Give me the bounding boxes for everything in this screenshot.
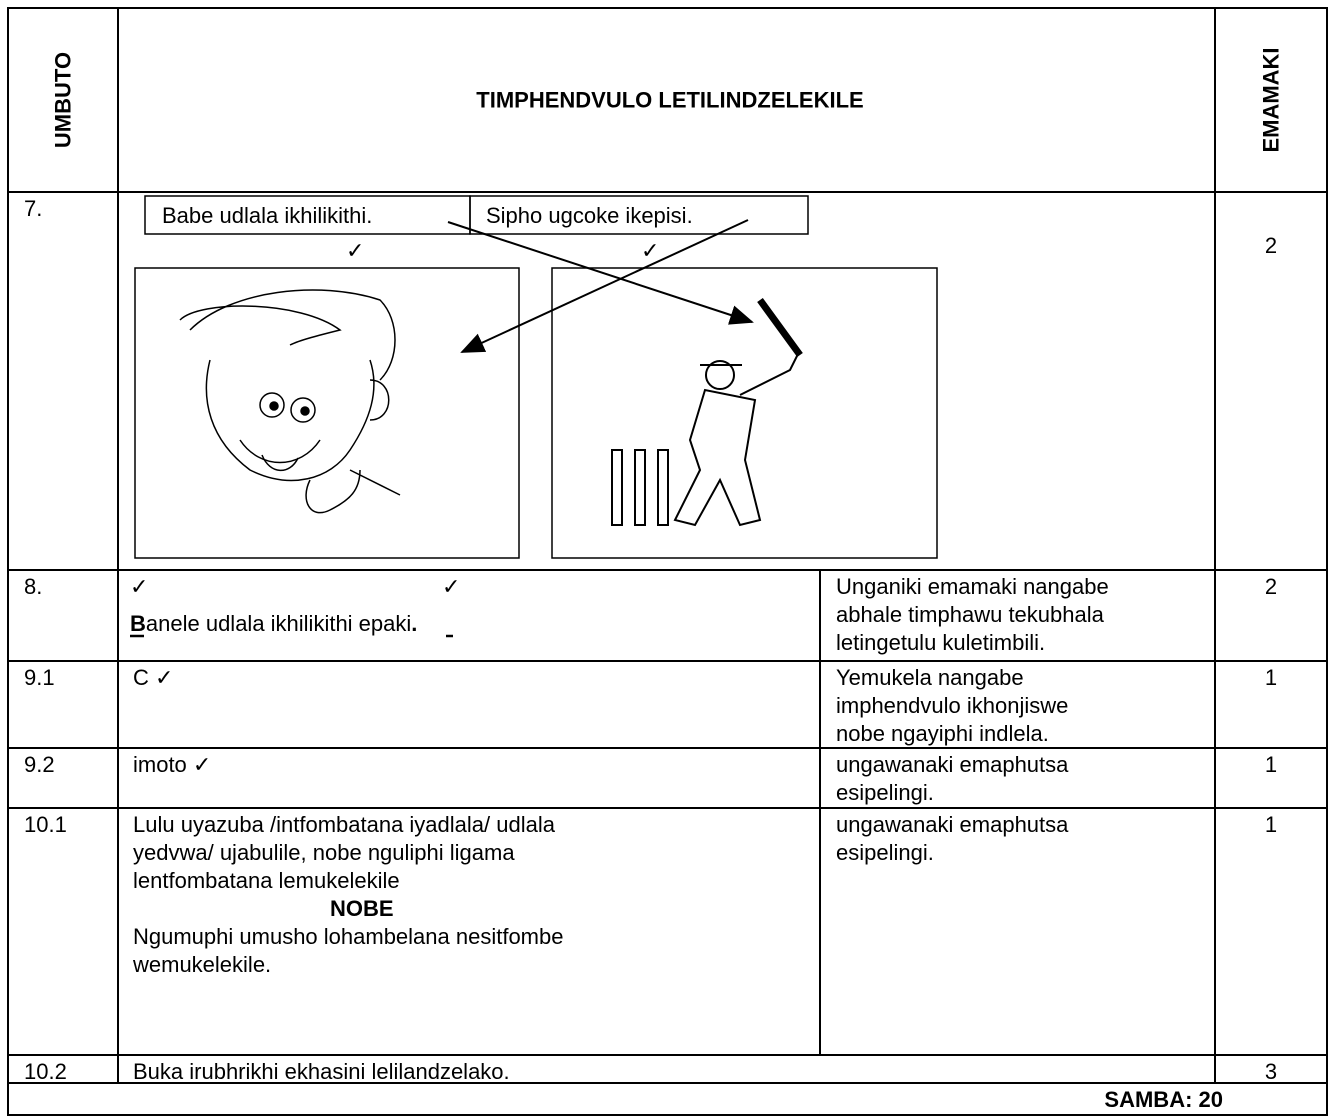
note-line: ungawanaki emaphutsa (836, 812, 1069, 837)
marks: 3 (1264, 1059, 1278, 1084)
answer-line: Lulu uyazuba /intfombatana iyadlala/ udl… (133, 812, 555, 837)
answer-line: wemukelekile. (133, 952, 272, 977)
answer-line: Buka irubhrikhi ekhasini lelilandzelako. (133, 1059, 510, 1084)
tick: ✓ (442, 574, 461, 599)
answer-line: imoto ✓ (133, 752, 212, 777)
tick: ✓ (346, 238, 365, 263)
note-line: nobe ngayiphi indlela. (836, 721, 1049, 746)
question-number: 8. (24, 574, 43, 599)
note-line: imphendvulo ikhonjiswe (836, 693, 1069, 718)
tick: ✓ (130, 574, 149, 599)
note-line: ungawanaki emaphutsa (836, 752, 1069, 777)
tick: ✓ (641, 238, 660, 263)
total: SAMBA: 20 (1104, 1087, 1223, 1112)
answer-line: Ngumuphi umusho lohambelana nesitfombe (133, 924, 564, 949)
header-question: UMBUTO (50, 51, 76, 149)
note-line: Yemukela nangabe (836, 665, 1024, 690)
question-number: 9.2 (24, 752, 55, 777)
header-marks: EMAMAKI (1258, 47, 1284, 153)
box-label: Sipho ugcoke ikepisi. (486, 203, 693, 228)
marks: 2 (1264, 574, 1278, 599)
marks: 1 (1264, 665, 1278, 690)
answer-line: yedvwa/ ujabulile, nobe nguliphi ligama (133, 840, 515, 865)
note-line: Unganiki emamaki nangabe (836, 574, 1109, 599)
answer-line: C ✓ (133, 665, 174, 690)
answer-part: anele udlala ikhilikithi epaki (145, 611, 412, 636)
header-answer: TIMPHENDVULO LETILINDZELEKILE (476, 87, 864, 113)
marks: 1 (1264, 812, 1278, 837)
answer-part: . (411, 611, 418, 636)
question-number: 7. (24, 196, 43, 221)
question-number: 9.1 (24, 665, 55, 690)
answer-part: B (130, 611, 146, 636)
answer-line: lentfombatana lemukelekile (133, 868, 400, 893)
answer-line: NOBE (330, 896, 394, 921)
note-line: letingetulu kuletimbili. (836, 630, 1046, 655)
note-line: esipelingi. (836, 780, 934, 805)
note-line: esipelingi. (836, 840, 934, 865)
note-line: abhale timphawu tekubhala (836, 602, 1104, 627)
question-number: 10.2 (24, 1059, 67, 1084)
marks: 2 (1264, 233, 1278, 258)
question-number: 10.1 (24, 812, 67, 837)
box-label: Babe udlala ikhilikithi. (162, 203, 373, 228)
marks: 1 (1264, 752, 1278, 777)
answer-8: Banele udlala ikhilikithi epaki. (130, 611, 417, 636)
